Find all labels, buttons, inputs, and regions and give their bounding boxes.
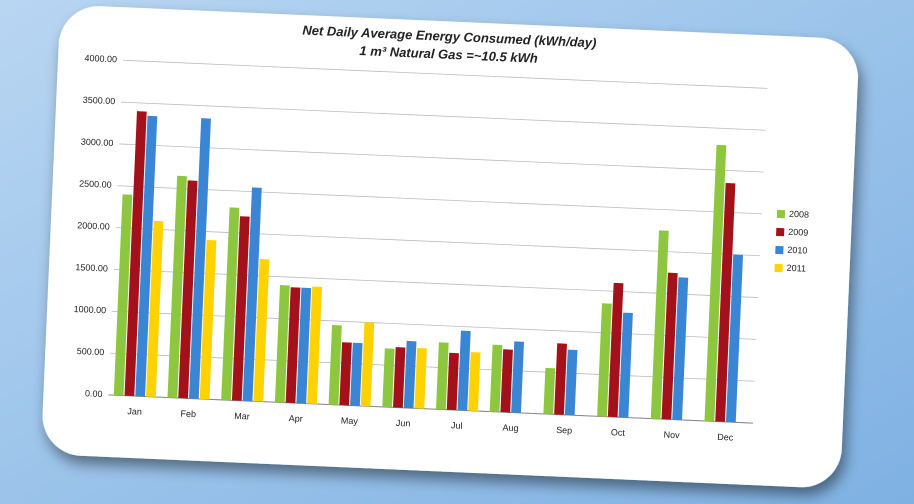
bar — [403, 340, 417, 409]
y-tick-label: 2000.00 — [77, 220, 110, 231]
grid-line — [121, 101, 766, 131]
bar — [221, 207, 240, 401]
y-tick-label: 1000.00 — [73, 304, 106, 315]
x-tick-label: Mar — [234, 411, 250, 422]
bar — [178, 180, 198, 399]
y-tick-label: 0.00 — [85, 388, 103, 399]
bar — [393, 347, 406, 408]
x-tick-label: Jul — [451, 420, 463, 430]
bar — [242, 187, 262, 402]
bar — [285, 287, 301, 404]
y-tick-label: 2500.00 — [79, 178, 112, 189]
legend-swatch — [774, 263, 783, 273]
legend-label: 2009 — [788, 227, 808, 238]
bar — [725, 254, 744, 423]
bar — [446, 352, 459, 411]
bar — [715, 182, 736, 422]
bar — [350, 342, 363, 406]
bar — [564, 349, 578, 416]
bar — [618, 312, 633, 418]
x-axis — [108, 394, 753, 424]
bar — [307, 286, 322, 405]
x-tick-label: Oct — [611, 427, 626, 438]
x-tick-label: Sep — [556, 425, 572, 436]
bar — [661, 272, 678, 420]
bar — [231, 216, 250, 401]
grid-line — [115, 227, 761, 257]
bar — [554, 343, 567, 415]
x-tick-label: Feb — [180, 408, 196, 419]
legend-label: 2010 — [787, 245, 807, 256]
grid-line — [113, 269, 759, 298]
bar — [328, 325, 342, 405]
x-tick-label: Aug — [502, 423, 518, 434]
y-tick-label: 4000.00 — [84, 53, 117, 64]
bar — [167, 175, 187, 398]
x-tick-label: Apr — [288, 413, 302, 424]
bar — [113, 194, 133, 396]
bar — [339, 342, 352, 406]
bar — [468, 352, 481, 412]
grid-line — [123, 59, 768, 89]
bar — [296, 287, 312, 404]
x-tick-label: Dec — [717, 432, 734, 443]
bar — [199, 239, 217, 400]
bar — [124, 111, 147, 397]
bar — [672, 277, 689, 420]
legend-swatch — [776, 227, 785, 237]
legend-label: 2008 — [789, 209, 809, 220]
bar — [146, 220, 164, 397]
legend-label: 2011 — [786, 263, 806, 274]
bar — [511, 341, 525, 413]
bar — [253, 259, 270, 402]
bar — [360, 322, 375, 407]
chart-card: Net Daily Average Energy Consumed (kWh/d… — [42, 6, 858, 488]
bar — [607, 282, 624, 418]
bar — [435, 342, 449, 410]
bar — [414, 348, 427, 409]
bar — [274, 285, 290, 403]
bar — [597, 303, 612, 417]
y-tick-label: 1500.00 — [75, 262, 108, 273]
x-tick-label: Nov — [663, 430, 680, 441]
y-tick-label: 3000.00 — [81, 137, 114, 148]
bar — [704, 144, 727, 422]
bar — [543, 367, 556, 415]
card-background — [42, 6, 858, 488]
grid-line — [117, 185, 762, 215]
y-tick-label: 500.00 — [77, 346, 105, 357]
bar — [135, 115, 158, 397]
grid-line — [112, 310, 757, 340]
x-tick-label: Jun — [396, 418, 411, 429]
y-tick-label: 3500.00 — [83, 95, 116, 106]
bar — [500, 349, 513, 413]
bar — [489, 344, 503, 413]
bar — [188, 118, 211, 399]
legend-swatch — [776, 209, 786, 219]
grid-line — [119, 143, 764, 173]
grid-line — [110, 352, 755, 382]
bar — [457, 330, 471, 411]
x-tick-label: May — [341, 415, 359, 426]
bar — [382, 348, 395, 408]
bar — [650, 230, 669, 420]
legend-swatch — [775, 245, 784, 255]
x-tick-label: Jan — [127, 406, 142, 417]
